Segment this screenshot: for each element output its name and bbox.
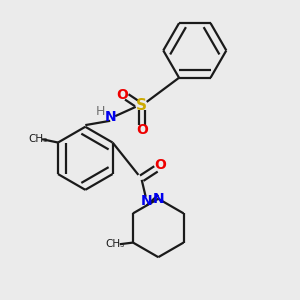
Text: CH₃: CH₃ <box>28 134 48 144</box>
Text: N: N <box>141 194 152 208</box>
Text: S: S <box>136 98 147 113</box>
Text: CH₃: CH₃ <box>105 239 124 249</box>
Text: N: N <box>152 192 164 206</box>
Text: O: O <box>154 158 166 172</box>
Text: O: O <box>116 88 128 102</box>
Text: H: H <box>95 105 105 118</box>
Text: O: O <box>136 123 148 137</box>
Text: N: N <box>104 110 116 124</box>
